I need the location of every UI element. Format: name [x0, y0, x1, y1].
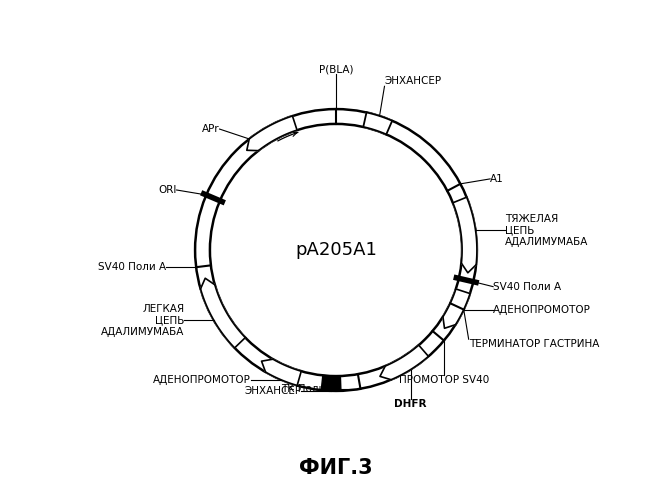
- Polygon shape: [321, 376, 341, 391]
- Polygon shape: [247, 116, 297, 150]
- Polygon shape: [364, 112, 392, 134]
- Text: DHFR: DHFR: [394, 399, 427, 409]
- Text: pA205A1: pA205A1: [295, 241, 377, 259]
- Polygon shape: [443, 289, 470, 329]
- Text: ТК Поли A: ТК Поли A: [281, 384, 336, 394]
- Text: A1: A1: [490, 174, 504, 184]
- Polygon shape: [453, 197, 477, 273]
- Text: ЭНХАНСЕР: ЭНХАНСЕР: [245, 386, 302, 396]
- Text: APr: APr: [202, 124, 220, 134]
- Text: ПРОМОТОР SV40: ПРОМОТОР SV40: [398, 375, 489, 385]
- Polygon shape: [380, 345, 429, 380]
- Text: ЭНХАНСЕР: ЭНХАНСЕР: [384, 76, 442, 86]
- Text: ЛЕГКАЯ
ЦЕПЬ
АДАЛИМУМАБА: ЛЕГКАЯ ЦЕПЬ АДАЛИМУМАБА: [101, 304, 184, 337]
- Text: ФИГ.3: ФИГ.3: [299, 458, 373, 477]
- Text: ТЯЖЕЛАЯ
ЦЕПЬ
АДАЛИМУМАБА: ТЯЖЕЛАЯ ЦЕПЬ АДАЛИМУМАБА: [505, 214, 589, 247]
- Text: SV40 Поли A: SV40 Поли A: [98, 262, 167, 272]
- Text: ТЕРМИНАТОР ГАСТРИНА: ТЕРМИНАТОР ГАСТРИНА: [468, 339, 599, 349]
- Text: P(BLA): P(BLA): [319, 64, 353, 74]
- Polygon shape: [200, 278, 245, 348]
- Text: SV40 Поли A: SV40 Поли A: [493, 282, 561, 292]
- Text: АДЕНОПРОМОТОР: АДЕНОПРОМОТОР: [493, 304, 591, 314]
- Polygon shape: [261, 359, 301, 386]
- Text: ORI: ORI: [158, 185, 177, 195]
- Text: АДЕНОПРОМОТОР: АДЕНОПРОМОТОР: [153, 374, 251, 384]
